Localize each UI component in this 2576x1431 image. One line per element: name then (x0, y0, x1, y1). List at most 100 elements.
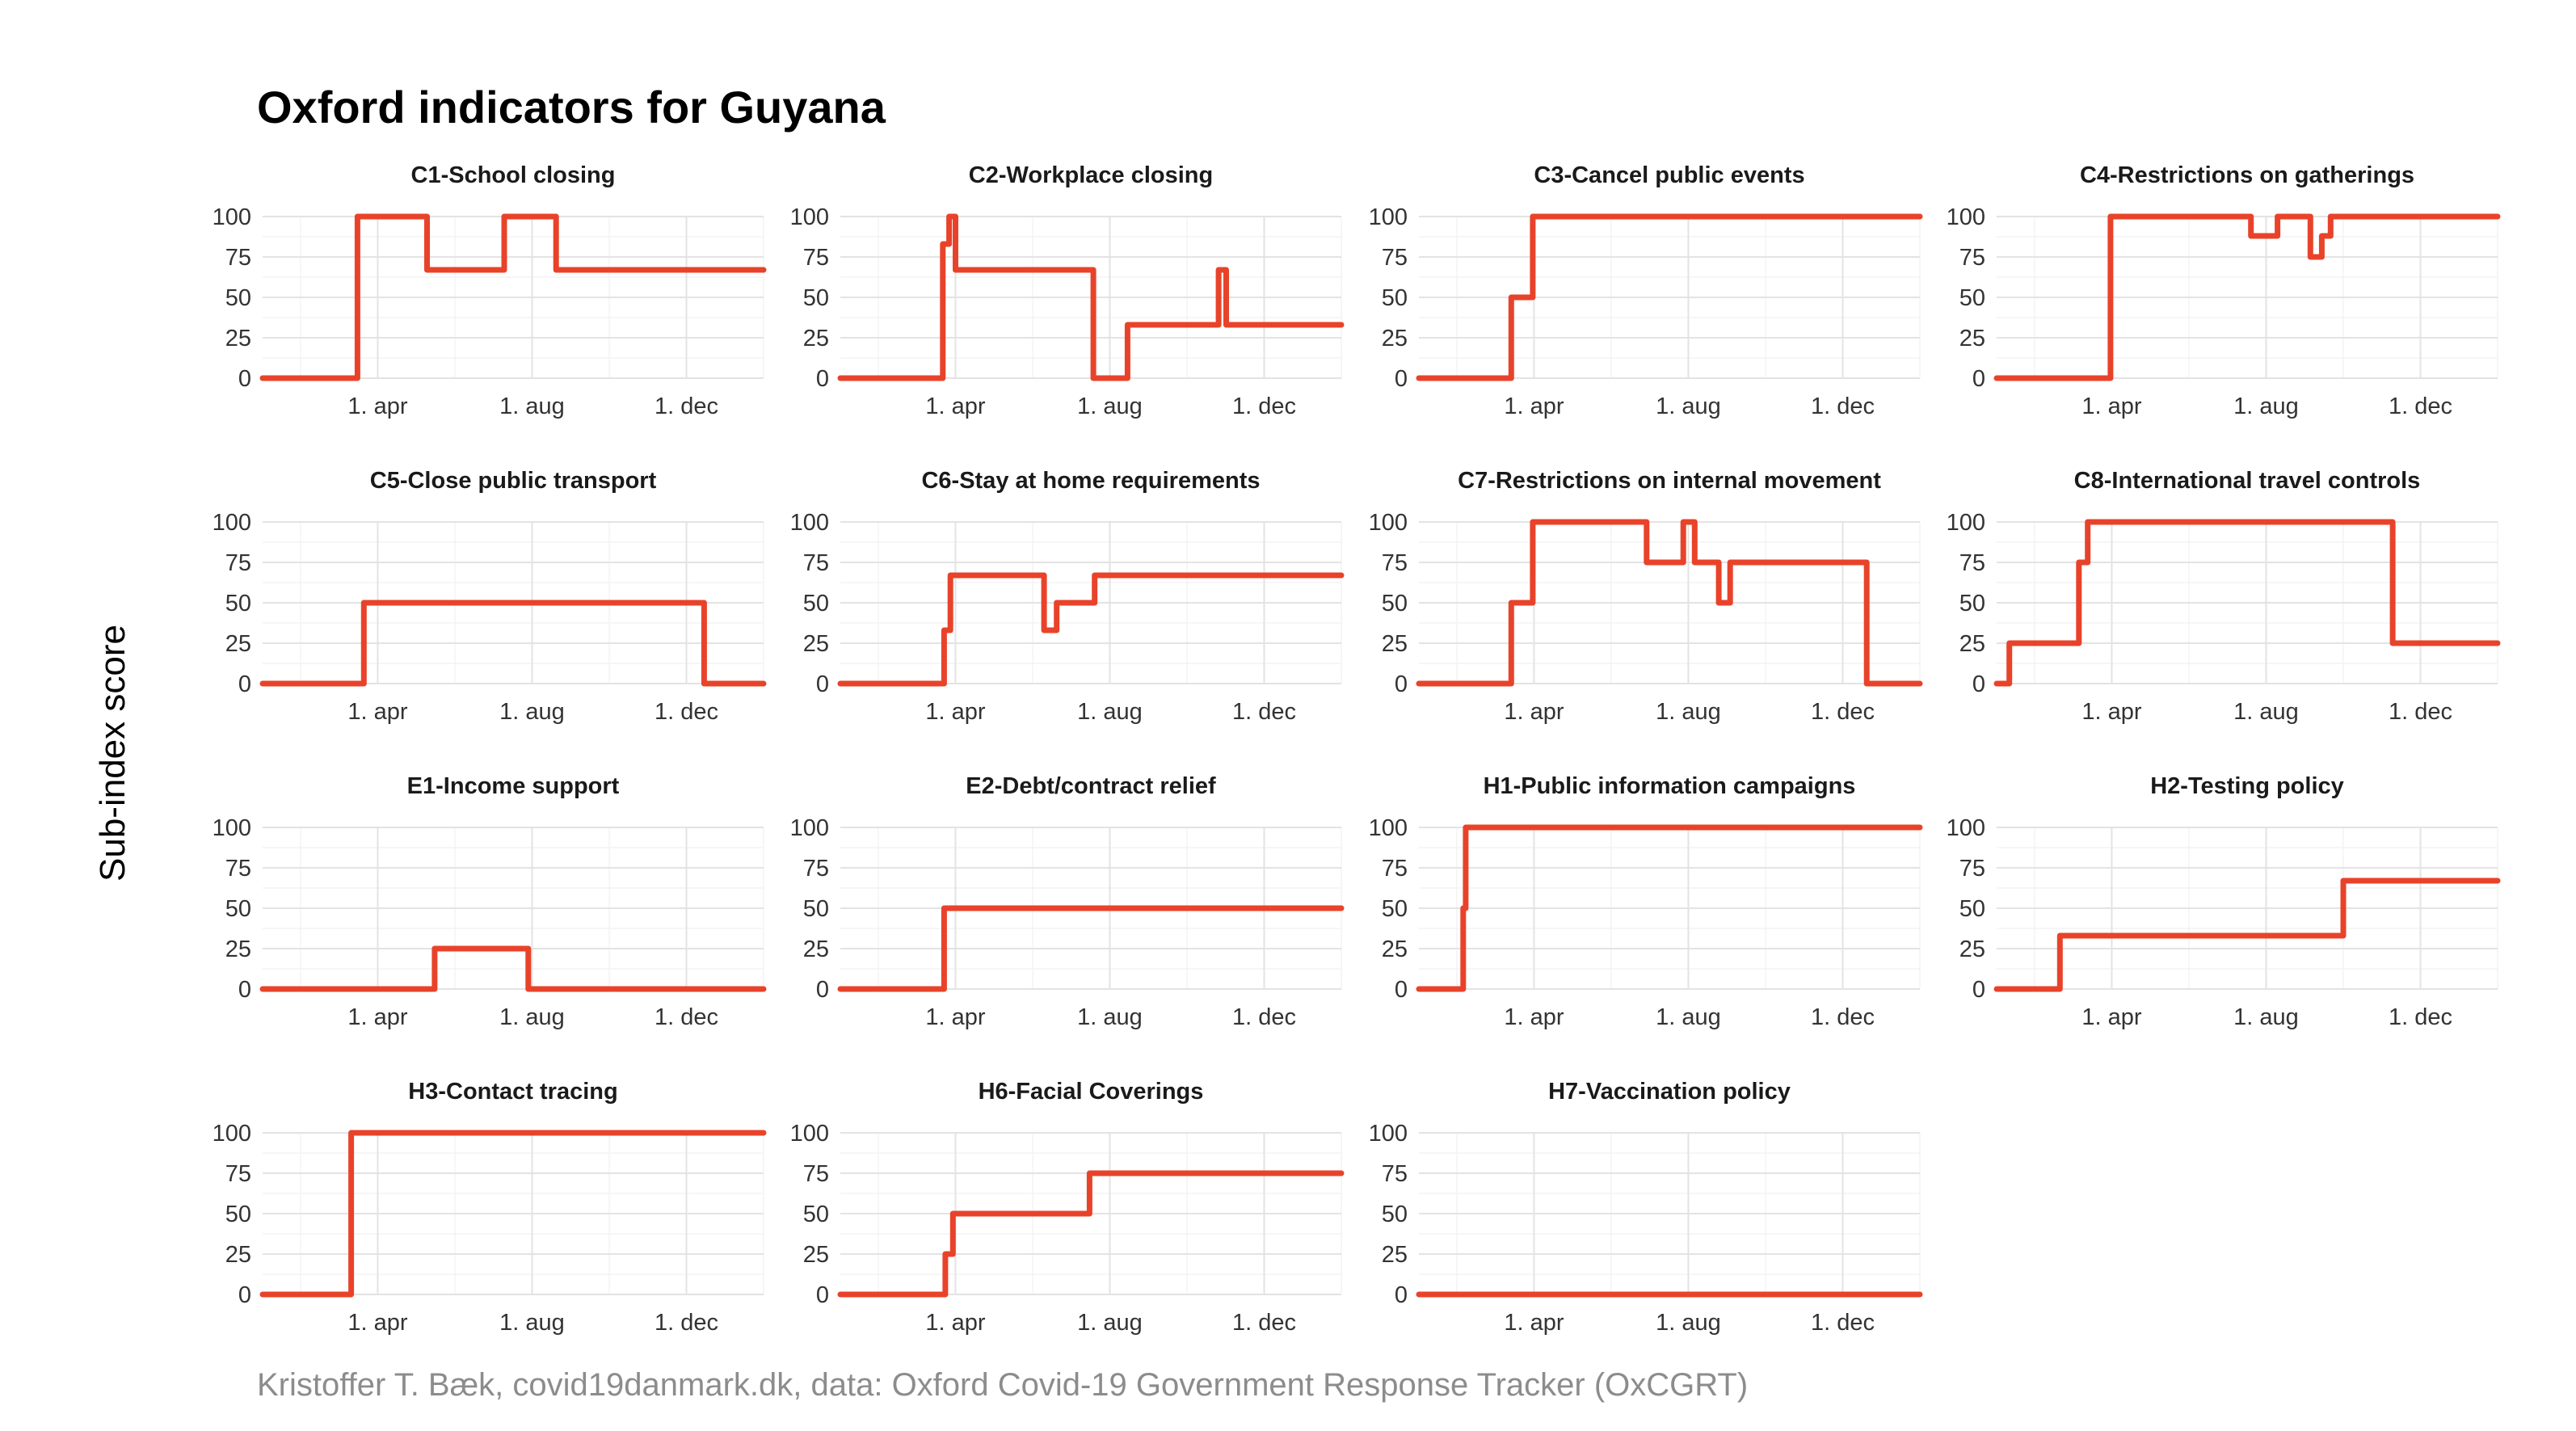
y-tick-label: 0 (238, 1282, 251, 1308)
panel-title: H6-Facial Coverings (979, 1079, 1204, 1105)
y-tick-label: 100 (213, 510, 251, 536)
facet-panel: 0 25 50 75 100 1. apr 1. aug 1. dec H2-Testing p… (1947, 773, 2501, 1030)
panel-title: C3-Cancel public events (1534, 162, 1804, 188)
y-tick-label: 0 (238, 366, 251, 392)
panel-title: E1-Income support (407, 773, 620, 799)
y-tick-label: 25 (803, 1242, 829, 1268)
x-tick-label: 1. dec (2389, 1004, 2452, 1030)
panel-title: C5-Close public transport (370, 468, 657, 494)
y-tick-label: 75 (1382, 1161, 1408, 1187)
y-tick-label: 0 (1972, 671, 1985, 697)
y-tick-label: 100 (213, 204, 251, 230)
facet-panel: 0 25 50 75 100 1. apr 1. aug 1. dec C3-Cancel pu… (1369, 162, 1923, 419)
y-tick-label: 0 (1972, 366, 1985, 392)
panel-title: H2-Testing policy (2150, 773, 2344, 799)
panel-title: C6-Stay at home requirements (921, 468, 1260, 494)
series-line (1416, 213, 1923, 381)
series-line (259, 600, 767, 687)
panel-title: H3-Contact tracing (408, 1079, 617, 1105)
facet-panel: 0 25 50 75 100 1. apr 1. aug 1. dec H3-Contact t… (213, 1079, 767, 1336)
y-tick-label: 75 (803, 856, 829, 882)
x-tick-label: 1. aug (1656, 394, 1721, 419)
facet-panel: 0 25 50 75 100 1. apr 1. aug 1. dec C1-School cl… (213, 162, 767, 419)
series-line (259, 213, 767, 381)
y-tick-label: 50 (803, 285, 829, 311)
y-tick-label: 25 (803, 326, 829, 351)
x-tick-label: 1. dec (655, 1004, 718, 1030)
y-tick-label: 100 (1947, 204, 1985, 230)
y-tick-label: 50 (225, 285, 251, 311)
y-tick-label: 50 (225, 896, 251, 922)
x-tick-label: 1. dec (655, 1310, 718, 1336)
y-tick-label: 100 (790, 510, 829, 536)
x-tick-label: 1. aug (1077, 394, 1143, 419)
y-tick-label: 50 (1382, 1202, 1408, 1227)
y-tick-label: 75 (225, 245, 251, 271)
x-tick-label: 1. dec (1232, 1310, 1296, 1336)
y-tick-label: 50 (1959, 591, 1985, 617)
panel-title: C8-International travel controls (2074, 468, 2421, 494)
y-tick-label: 0 (1972, 977, 1985, 1003)
x-tick-label: 1. aug (2233, 1004, 2299, 1030)
panel-title: E2-Debt/contract relief (966, 773, 1216, 799)
y-tick-label: 50 (1959, 285, 1985, 311)
y-tick-label: 75 (1382, 245, 1408, 271)
y-tick-label: 50 (803, 591, 829, 617)
y-tick-label: 75 (225, 1161, 251, 1187)
y-tick-label: 25 (1382, 631, 1408, 657)
page-title: Oxford indicators for Guyana (257, 82, 886, 133)
x-tick-label: 1. apr (1504, 699, 1564, 725)
y-tick-label: 100 (790, 1121, 829, 1147)
y-tick-label: 25 (225, 936, 251, 962)
x-tick-label: 1. apr (347, 699, 407, 725)
x-tick-label: 1. apr (2081, 394, 2141, 419)
y-tick-label: 100 (790, 204, 829, 230)
series-line (259, 945, 767, 992)
y-tick-label: 75 (225, 856, 251, 882)
y-tick-label: 50 (1959, 896, 1985, 922)
y-tick-label: 0 (238, 977, 251, 1003)
y-tick-label: 50 (1382, 591, 1408, 617)
y-tick-label: 75 (1382, 856, 1408, 882)
series-line (837, 572, 1345, 687)
x-tick-label: 1. aug (1656, 699, 1721, 725)
x-tick-label: 1. apr (925, 1310, 985, 1336)
y-tick-label: 25 (225, 326, 251, 351)
x-tick-label: 1. aug (2233, 699, 2299, 725)
x-tick-label: 1. apr (1504, 1004, 1564, 1030)
series-line (259, 1130, 767, 1298)
y-tick-label: 25 (1382, 1242, 1408, 1268)
x-tick-label: 1. dec (1811, 1004, 1875, 1030)
x-tick-label: 1. aug (499, 1004, 565, 1030)
x-tick-label: 1. aug (499, 1310, 565, 1336)
facet-panel: 0 25 50 75 100 1. apr 1. aug 1. dec C8-Internati… (1947, 468, 2501, 725)
y-tick-label: 50 (225, 1202, 251, 1227)
series-line (837, 1170, 1345, 1298)
y-tick-label: 50 (225, 591, 251, 617)
y-tick-label: 50 (803, 1202, 829, 1227)
y-tick-label: 25 (1382, 936, 1408, 962)
facet-panel: 0 25 50 75 100 1. apr 1. aug 1. dec C7-Restricti… (1369, 468, 1923, 725)
y-tick-label: 75 (803, 245, 829, 271)
panel-title: C1-School closing (411, 162, 616, 188)
y-tick-label: 25 (803, 936, 829, 962)
x-tick-label: 1. dec (1811, 394, 1875, 419)
y-tick-label: 0 (816, 977, 829, 1003)
series-line (1993, 519, 2501, 687)
x-tick-label: 1. dec (1232, 394, 1296, 419)
x-tick-label: 1. dec (1811, 699, 1875, 725)
y-tick-label: 0 (816, 366, 829, 392)
x-tick-label: 1. aug (2233, 394, 2299, 419)
y-tick-label: 75 (225, 550, 251, 576)
series-line (1993, 213, 2501, 381)
x-tick-label: 1. aug (1077, 1004, 1143, 1030)
facet-panel: 0 25 50 75 100 1. apr 1. aug 1. dec E2-Debt/cont… (790, 773, 1345, 1030)
x-tick-label: 1. aug (1077, 699, 1143, 725)
y-tick-label: 25 (225, 1242, 251, 1268)
panel-title: C7-Restrictions on internal movement (1458, 468, 1881, 494)
series-line (1993, 878, 2501, 992)
y-tick-label: 25 (1382, 326, 1408, 351)
x-tick-label: 1. apr (347, 1004, 407, 1030)
y-tick-label: 75 (803, 1161, 829, 1187)
x-tick-label: 1. apr (347, 1310, 407, 1336)
